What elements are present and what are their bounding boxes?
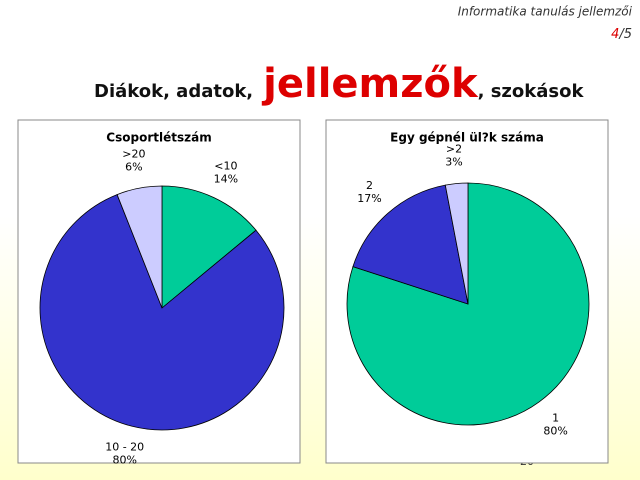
slice-category: 1 [552, 412, 559, 425]
title-part: Diákok, adatok, [94, 81, 253, 102]
title-part: , szokások [478, 81, 585, 102]
chart-title: Csoportlétszám [106, 131, 211, 145]
slice-value-label: 80% [543, 425, 567, 438]
slice-category: >2 [446, 143, 462, 156]
slide-total: /5 [618, 27, 632, 42]
slice-category: 2 [366, 179, 373, 192]
slide-number: 4/5 [611, 27, 632, 42]
slice-category: 10 - 20 [105, 440, 144, 453]
pie-slice [352, 184, 469, 305]
header-subtitle: Informatika tanulás jellemzői [458, 5, 633, 19]
slide-current: 4 [611, 27, 619, 42]
pie-slice [444, 182, 469, 305]
pie-slice [116, 185, 163, 309]
slice-value-label: 14% [214, 172, 238, 185]
chart-title: Egy gépnél ül?k száma [390, 131, 544, 145]
pie-slice [39, 194, 285, 431]
slice-value-label: 17% [357, 192, 381, 205]
slice-value-label: 3% [445, 156, 462, 169]
slice-category: >20 [122, 148, 145, 161]
slice-category: <10 [214, 159, 237, 172]
title-highlight: jellemzők [261, 61, 479, 107]
slide-title: Diákok, adatok, jellemzők, szokások [94, 61, 584, 107]
pie-slice [161, 185, 257, 309]
slice-value-label: 80% [112, 453, 136, 466]
slice-value-label: 6% [125, 161, 142, 174]
